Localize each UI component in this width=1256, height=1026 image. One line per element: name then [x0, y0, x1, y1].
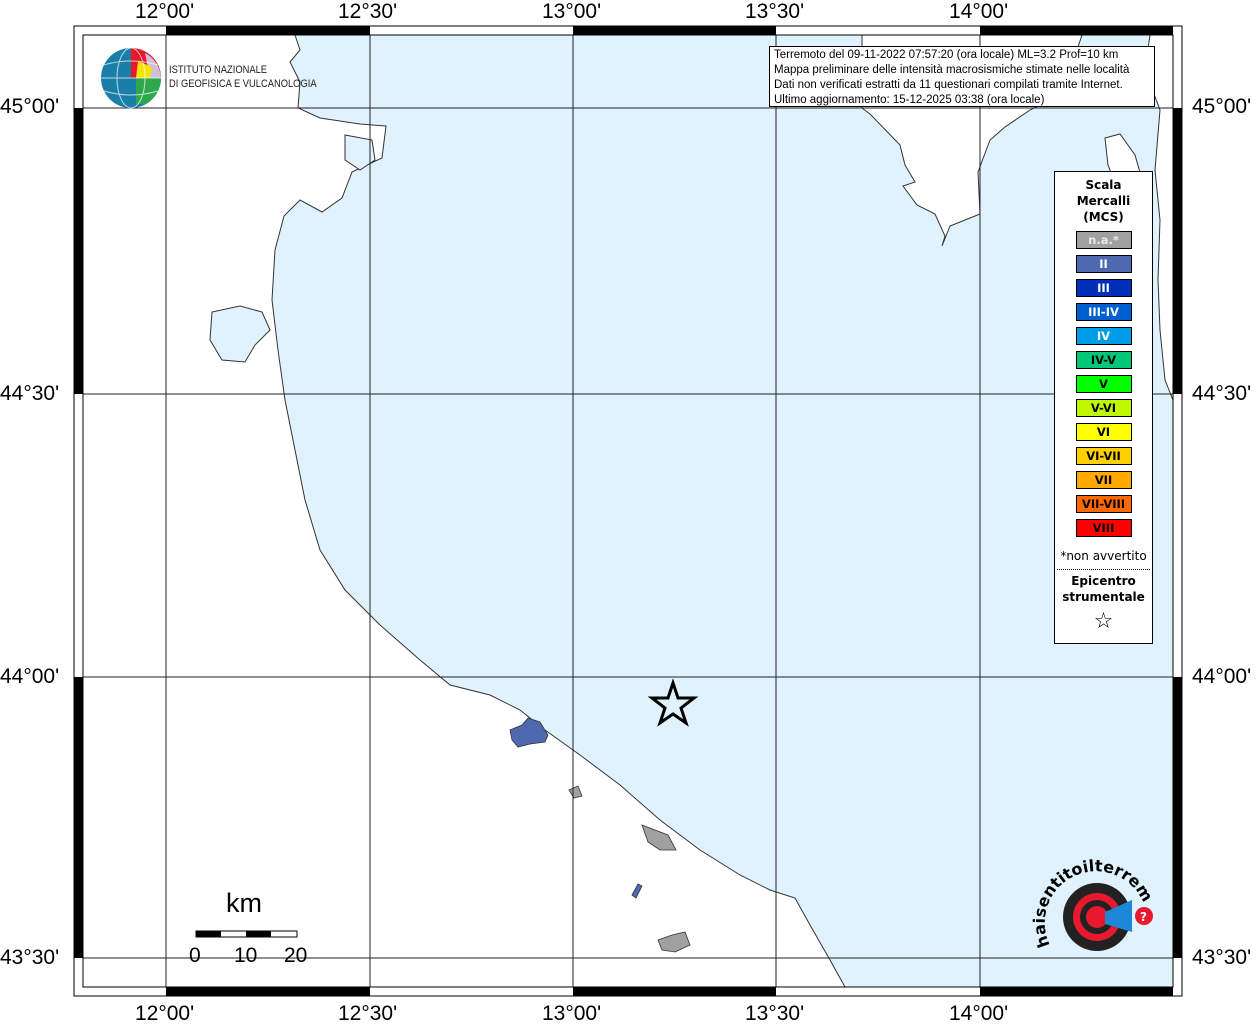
legend-item: VI — [1075, 423, 1132, 441]
legend-item: IV-V — [1075, 351, 1132, 369]
ingv-logo-globe-icon — [101, 47, 161, 109]
legend-divider — [1057, 569, 1150, 570]
lon-tick-top: 13°00' — [542, 0, 602, 23]
ingv-logo-line: DI GEOFISICA E VULCANOLOGIA — [169, 78, 317, 90]
lon-tick-bottom: 12°00' — [135, 1002, 195, 1025]
legend-item: VII-VIII — [1075, 495, 1132, 513]
legend-item: VII — [1075, 471, 1132, 489]
lat-tick-right: 44°30' — [1192, 382, 1252, 405]
ingv-logo-line: ISTITUTO NAZIONALE — [169, 64, 268, 76]
locality-na[interactable] — [641, 824, 677, 851]
legend-item: n.a.* — [1075, 231, 1132, 249]
mcs-legend: Scala Mercalli (MCS) n.a.* II III III-IV IV I… — [1054, 171, 1153, 644]
lon-tick-bottom: 13°30' — [745, 1002, 805, 1025]
legend-epicenter-line: strumentale — [1062, 590, 1145, 604]
lon-tick-bottom: 14°00' — [949, 1002, 1009, 1025]
lon-tick-top: 12°30' — [338, 0, 398, 23]
legend-item: VIII — [1075, 519, 1132, 537]
scale-bar-label: 0 — [189, 944, 201, 967]
legend-title-line: Scala — [1085, 178, 1122, 192]
lat-tick-left: 44°30' — [0, 382, 60, 405]
lat-tick-left: 43°30' — [0, 946, 60, 969]
lat-tick-left: 44°00' — [0, 665, 60, 688]
lat-tick-left: 45°00' — [0, 95, 60, 118]
info-line: Mappa preliminare delle intensità macros… — [774, 64, 1130, 76]
locality-intensity-II[interactable] — [631, 883, 643, 899]
hsit-logo[interactable]: haisentitoilterremoto.it ? — [1030, 850, 1160, 980]
star-outline-icon: ☆ — [1093, 609, 1114, 634]
lat-tick-right: 44°00' — [1192, 665, 1252, 688]
legend-title-line: (MCS) — [1083, 210, 1124, 224]
legend-item: III — [1075, 279, 1132, 297]
lagoon-comacchio — [209, 305, 271, 363]
info-line: Dati non verificati estratti da 11 quest… — [774, 79, 1123, 91]
legend-epicenter-line: Epicentro — [1071, 574, 1136, 588]
legend-item: IV — [1075, 327, 1132, 345]
info-line: Terremoto del 09-11-2022 07:57:20 (ora l… — [774, 49, 1119, 61]
ingv-logo-text: ISTITUTO NAZIONALE DI GEOFISICA E VULCAN… — [169, 63, 317, 91]
lagoon-venice — [344, 134, 376, 171]
svg-text:?: ? — [1140, 910, 1147, 924]
land-italy — [82, 34, 846, 988]
epicenter-star-icon[interactable] — [647, 678, 699, 727]
scale-bar — [195, 930, 298, 938]
legend-item: II — [1075, 255, 1132, 273]
scale-bar-unit: km — [226, 888, 262, 918]
legend-item: III-IV — [1075, 303, 1132, 321]
lat-tick-right: 43°30' — [1192, 946, 1252, 969]
map-frame — [73, 25, 1183, 997]
legend-title: Scala Mercalli (MCS) — [1055, 177, 1152, 225]
lat-tick-right: 45°00' — [1192, 95, 1252, 118]
lon-tick-bottom: 13°00' — [542, 1002, 602, 1025]
earthquake-info-box: Terremoto del 09-11-2022 07:57:20 (ora l… — [769, 46, 1155, 107]
legend-item: V — [1075, 375, 1132, 393]
lon-tick-bottom: 12°30' — [338, 1002, 398, 1025]
legend-title-line: Mercalli — [1076, 194, 1131, 208]
legend-note: *non avvertito — [1060, 549, 1147, 563]
legend-item: V-VI — [1075, 399, 1132, 417]
lon-tick-top: 14°00' — [949, 0, 1009, 23]
locality-na[interactable] — [568, 785, 583, 799]
scale-bar-label: 20 — [284, 944, 308, 967]
scale-bar-label: 10 — [234, 944, 258, 967]
legend-epicenter-label: Epicentro strumentale — [1055, 573, 1152, 605]
lon-tick-top: 13°30' — [745, 0, 805, 23]
legend-items: n.a.* II III III-IV IV IV-V V V-VI VI VI-VII VII VI… — [1055, 231, 1152, 537]
locality-intensity-II[interactable] — [509, 717, 549, 748]
locality-na[interactable] — [657, 931, 691, 953]
lon-tick-top: 12°00' — [135, 0, 195, 23]
info-line: Ultimo aggiornamento: 15-12-2025 03:38 (… — [774, 94, 1045, 106]
legend-item: VI-VII — [1075, 447, 1132, 465]
graticule — [83, 35, 1173, 987]
